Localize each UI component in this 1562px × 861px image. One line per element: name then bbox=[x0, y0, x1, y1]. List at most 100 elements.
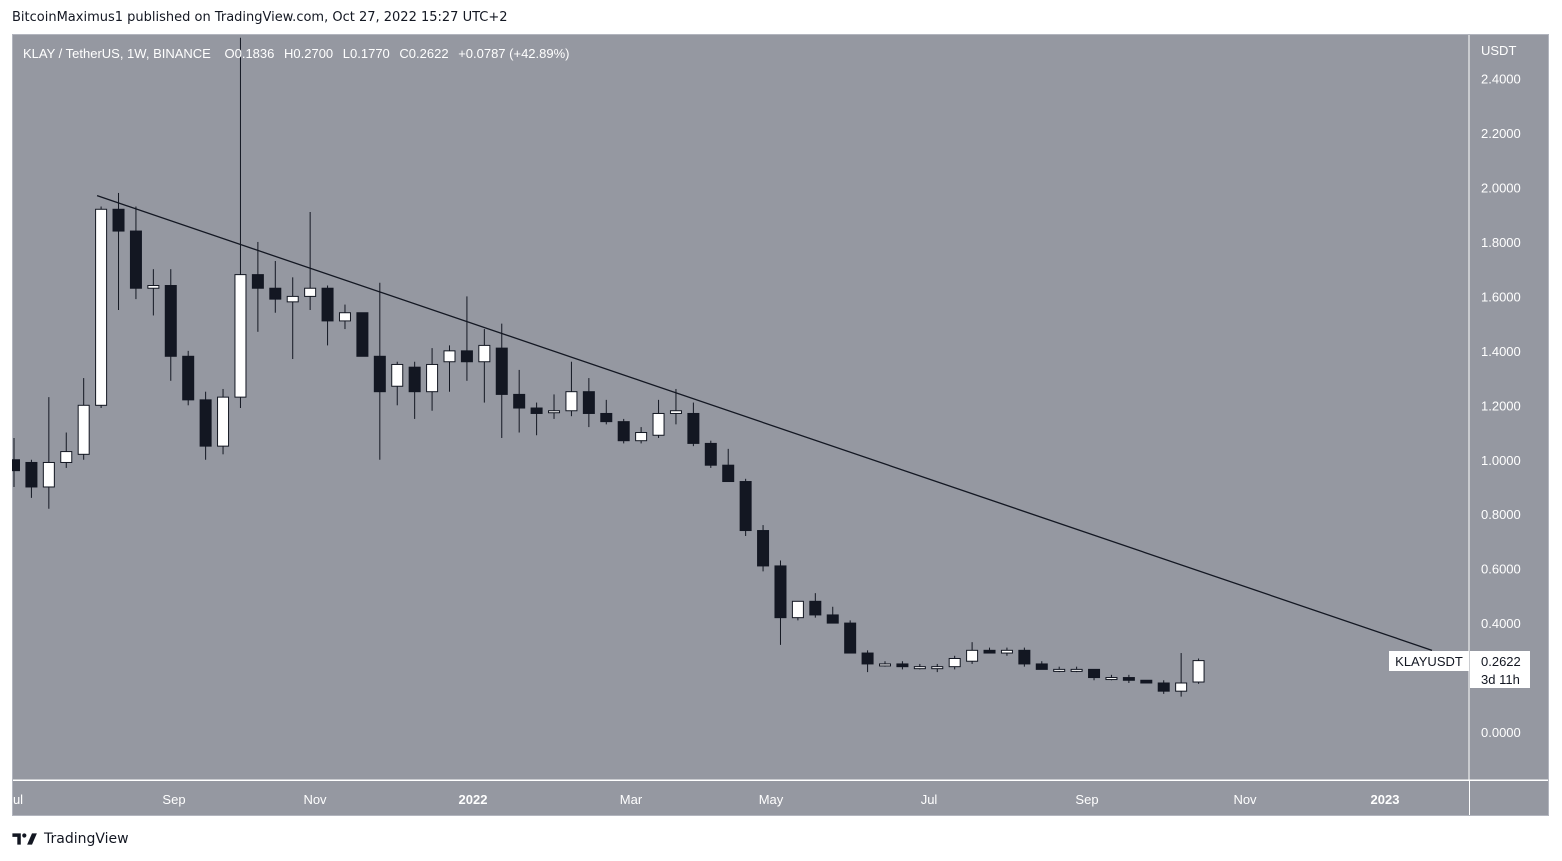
price-tick-label: 0.0000 bbox=[1481, 725, 1521, 740]
candle-up[interactable] bbox=[931, 666, 944, 670]
descending-trendline[interactable] bbox=[96, 195, 1433, 651]
candle-down[interactable] bbox=[408, 366, 421, 393]
price-tick-label: 1.2000 bbox=[1481, 398, 1521, 413]
candle-up[interactable] bbox=[652, 412, 665, 436]
legend-text: KLAY / TetherUS, 1W, BINANCE O0.1836 H0.… bbox=[23, 46, 570, 61]
legend-close-label: C bbox=[399, 46, 408, 61]
candle-down[interactable] bbox=[582, 391, 595, 414]
candle-up[interactable] bbox=[1000, 649, 1013, 654]
candle-up[interactable] bbox=[147, 285, 160, 289]
candle-up[interactable] bbox=[391, 363, 404, 387]
candle-up[interactable] bbox=[966, 649, 979, 662]
candle-up[interactable] bbox=[286, 295, 299, 303]
price-tag-countdown: 3d 11h bbox=[1481, 672, 1520, 687]
candle-down[interactable] bbox=[861, 652, 874, 665]
candle-down[interactable] bbox=[513, 393, 526, 409]
candle-down[interactable] bbox=[199, 399, 212, 447]
candle-down[interactable] bbox=[1035, 663, 1048, 670]
candle-down[interactable] bbox=[269, 287, 282, 300]
candles bbox=[12, 37, 1205, 697]
candle-up[interactable] bbox=[1175, 682, 1188, 692]
candle-down[interactable] bbox=[617, 421, 630, 442]
candle-down[interactable] bbox=[826, 614, 839, 624]
candle-down[interactable] bbox=[1122, 677, 1135, 681]
candle-up[interactable] bbox=[443, 350, 456, 363]
candle-up[interactable] bbox=[565, 391, 578, 412]
candle-down[interactable] bbox=[321, 287, 334, 322]
candle-up[interactable] bbox=[1192, 660, 1205, 683]
price-tick-label: 0.8000 bbox=[1481, 507, 1521, 522]
time-tick-label: Nov bbox=[303, 792, 327, 807]
candle-down[interactable] bbox=[164, 285, 177, 357]
candle-down[interactable] bbox=[112, 208, 125, 232]
plot-area[interactable] bbox=[13, 35, 1469, 780]
candle-down[interactable] bbox=[844, 622, 857, 654]
candle-up[interactable] bbox=[42, 461, 55, 488]
price-tick-label: 0.4000 bbox=[1481, 616, 1521, 631]
candle-down[interactable] bbox=[356, 312, 369, 357]
price-tick-label: 2.4000 bbox=[1481, 72, 1521, 87]
candle-down[interactable] bbox=[1088, 668, 1101, 679]
candle-down[interactable] bbox=[373, 355, 386, 393]
price-tick-label: 2.2000 bbox=[1481, 126, 1521, 141]
candle-up[interactable] bbox=[60, 451, 73, 463]
candle-down[interactable] bbox=[687, 412, 700, 444]
candle-down[interactable] bbox=[722, 464, 735, 483]
candle-down[interactable] bbox=[983, 649, 996, 654]
candle-down[interactable] bbox=[1018, 649, 1031, 665]
time-axis[interactable] bbox=[13, 781, 1469, 815]
price-tick-label: 1.8000 bbox=[1481, 235, 1521, 250]
candle-up[interactable] bbox=[478, 344, 491, 363]
candle-down[interactable] bbox=[460, 350, 473, 363]
candle-down[interactable] bbox=[1157, 682, 1170, 692]
candle-up[interactable] bbox=[426, 363, 439, 393]
candle-down[interactable] bbox=[25, 461, 38, 488]
candle-down[interactable] bbox=[600, 412, 613, 423]
publisher-caption: BitcoinMaximus1 published on TradingView… bbox=[12, 10, 508, 25]
candle-up[interactable] bbox=[77, 404, 90, 455]
candle-up[interactable] bbox=[304, 287, 317, 297]
candle-down[interactable] bbox=[129, 230, 142, 289]
candle-down[interactable] bbox=[809, 600, 822, 616]
candle-down[interactable] bbox=[495, 347, 508, 395]
candle-up[interactable] bbox=[669, 410, 682, 414]
candle-up[interactable] bbox=[95, 208, 108, 406]
candle-up[interactable] bbox=[1053, 668, 1066, 672]
candle-down[interactable] bbox=[1140, 679, 1153, 684]
candle-down[interactable] bbox=[704, 442, 717, 466]
legend-low-value: 0.1770 bbox=[350, 46, 390, 61]
time-tick-label: ul bbox=[13, 792, 23, 807]
legend-open-value: 0.1836 bbox=[235, 46, 275, 61]
candle-down[interactable] bbox=[530, 407, 543, 414]
candle-up[interactable] bbox=[338, 312, 351, 322]
candle-up[interactable] bbox=[879, 663, 891, 667]
candle-up[interactable] bbox=[635, 432, 648, 442]
time-tick-label: 2022 bbox=[459, 792, 488, 807]
candle-down[interactable] bbox=[182, 355, 195, 401]
candle-down[interactable] bbox=[739, 481, 752, 532]
candlestick-chart[interactable]: KLAY / TetherUS, 1W, BINANCE O0.1836 H0.… bbox=[12, 34, 1549, 816]
price-tag[interactable]: KLAYUSDT 0.2622 3d 11h bbox=[1389, 651, 1530, 688]
legend-open-label: O bbox=[224, 46, 234, 61]
candle-down[interactable] bbox=[896, 663, 909, 668]
candle-down[interactable] bbox=[251, 274, 264, 289]
candle-down[interactable] bbox=[12, 459, 20, 472]
legend-high-value: 0.2700 bbox=[293, 46, 333, 61]
legend-change: +0.0787 (+42.89%) bbox=[458, 46, 569, 61]
price-tick-label: 1.0000 bbox=[1481, 453, 1521, 468]
candle-down[interactable] bbox=[774, 565, 787, 619]
candle-up[interactable] bbox=[948, 657, 961, 668]
candle-up[interactable] bbox=[791, 600, 804, 619]
candle-up[interactable] bbox=[1070, 668, 1083, 672]
candle-up[interactable] bbox=[234, 274, 247, 398]
price-tick-label: 2.0000 bbox=[1481, 181, 1521, 196]
candle-up[interactable] bbox=[1105, 677, 1118, 681]
candle-up[interactable] bbox=[217, 396, 230, 447]
price-tag-value-box bbox=[1470, 651, 1530, 688]
candle-down[interactable] bbox=[757, 530, 770, 567]
legend-high-label: H bbox=[284, 46, 293, 61]
candle-up[interactable] bbox=[913, 666, 926, 670]
price-tick-label: 1.6000 bbox=[1481, 289, 1521, 304]
candle-up[interactable] bbox=[548, 410, 561, 414]
legend-symbol: KLAY / TetherUS, 1W, BINANCE bbox=[23, 46, 211, 61]
